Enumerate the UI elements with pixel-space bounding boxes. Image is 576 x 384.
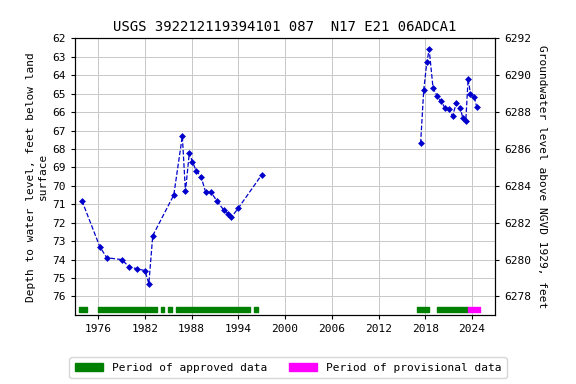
Y-axis label: Groundwater level above NGVD 1929, feet: Groundwater level above NGVD 1929, feet <box>537 45 547 308</box>
Legend: Period of approved data, Period of provisional data: Period of approved data, Period of provi… <box>69 358 507 379</box>
Title: USGS 392212119394101 087  N17 E21 06ADCA1: USGS 392212119394101 087 N17 E21 06ADCA1 <box>113 20 457 35</box>
Y-axis label: Depth to water level, feet below land
surface: Depth to water level, feet below land su… <box>26 52 48 301</box>
